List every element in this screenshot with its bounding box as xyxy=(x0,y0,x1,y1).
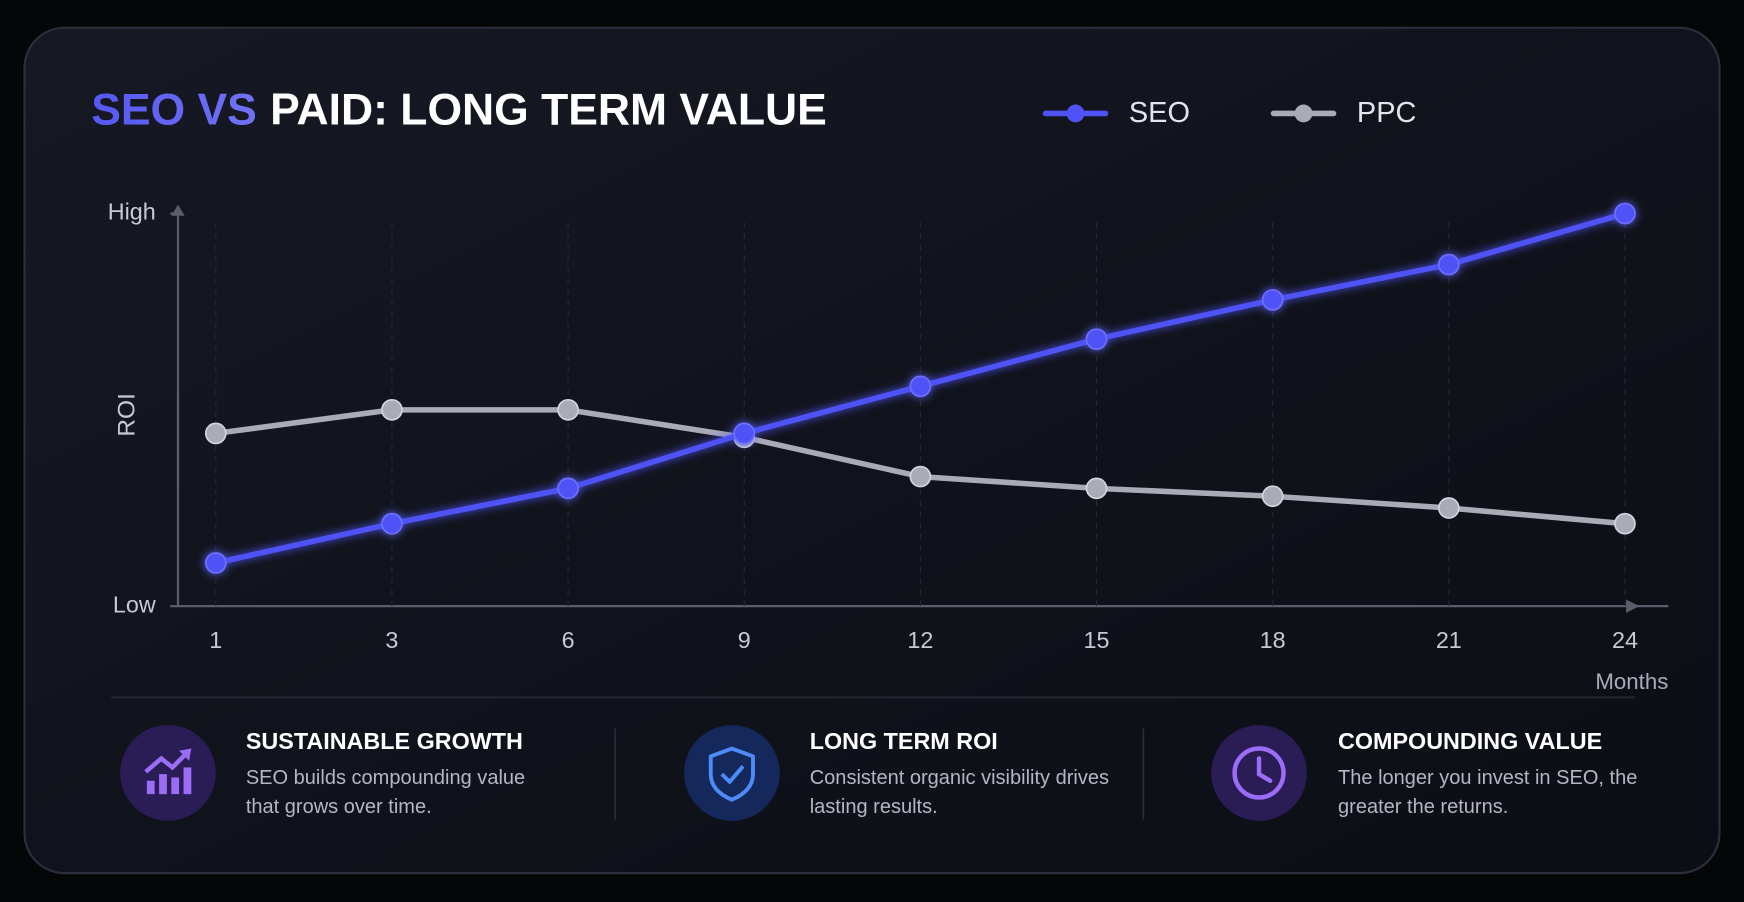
title-main: PAID: LONG TERM VALUE xyxy=(270,85,827,134)
card xyxy=(23,26,1721,875)
data-point xyxy=(1437,497,1460,519)
data-point xyxy=(1085,328,1108,351)
legend-marker xyxy=(1066,104,1085,123)
data-point xyxy=(204,422,227,445)
feature-title: COMPOUNDING VALUE xyxy=(1338,728,1602,754)
chart-title: SEO VS PAID: LONG TERM VALUE xyxy=(91,85,827,134)
data-point xyxy=(909,465,932,488)
feature-text: SEO builds compounding value that grows … xyxy=(245,766,526,818)
feature-icon-bg xyxy=(684,725,780,821)
feature-icon-bg xyxy=(120,725,216,821)
legend-label: SEO xyxy=(1129,97,1190,129)
x-axis-arrow xyxy=(1626,599,1640,613)
x-tick-label: 21 xyxy=(1436,627,1462,653)
data-point xyxy=(1261,289,1284,311)
legend-label: PPC xyxy=(1357,97,1416,129)
data-point xyxy=(381,512,403,535)
legend-item: SEO xyxy=(1042,97,1190,129)
data-point xyxy=(1614,512,1636,535)
data-point xyxy=(909,375,932,398)
feature-text: The longer you invest in SEO, the greate… xyxy=(1338,766,1638,818)
title-accent: SEO VS xyxy=(91,85,257,134)
legend-marker xyxy=(1294,104,1313,123)
y-axis-label: ROI xyxy=(113,393,140,436)
data-point xyxy=(1085,477,1108,500)
data-point xyxy=(557,399,579,421)
x-tick-label: 1 xyxy=(209,627,222,653)
x-tick-label: 3 xyxy=(385,627,398,653)
x-tick-label: 9 xyxy=(738,627,751,653)
series xyxy=(204,399,1636,535)
growth-icon xyxy=(144,748,192,795)
data-point xyxy=(557,477,579,500)
data-point xyxy=(1437,253,1460,276)
x-tick-label: 6 xyxy=(562,627,575,653)
feature-text-box: The longer you invest in SEO, the greate… xyxy=(1338,766,1638,818)
feature-text-box: Consistent organic visibility drives las… xyxy=(809,766,1110,818)
feature-title: LONG TERM ROI xyxy=(810,728,998,754)
data-point xyxy=(733,422,756,445)
series xyxy=(204,202,1636,574)
feature-title: SUSTAINABLE GROWTH xyxy=(246,728,523,754)
feature-text-box: SEO builds compounding value that grows … xyxy=(245,766,526,818)
clock-icon xyxy=(1232,746,1286,800)
feature-text: Consistent organic visibility drives las… xyxy=(809,766,1110,818)
y-tick-label: Low xyxy=(113,591,156,617)
x-tick-label: 12 xyxy=(907,627,933,653)
x-tick-label: 24 xyxy=(1612,627,1638,653)
data-point xyxy=(381,399,403,421)
data-point xyxy=(1614,202,1636,225)
y-tick-label: High xyxy=(108,199,156,225)
data-point xyxy=(204,552,227,574)
data-point xyxy=(1261,485,1284,508)
x-tick-label: 18 xyxy=(1260,627,1286,653)
x-tick-label: 15 xyxy=(1084,627,1110,653)
x-axis-label: Months xyxy=(1595,669,1668,694)
shield-icon xyxy=(708,746,755,802)
legend-item: PPC xyxy=(1270,97,1416,129)
